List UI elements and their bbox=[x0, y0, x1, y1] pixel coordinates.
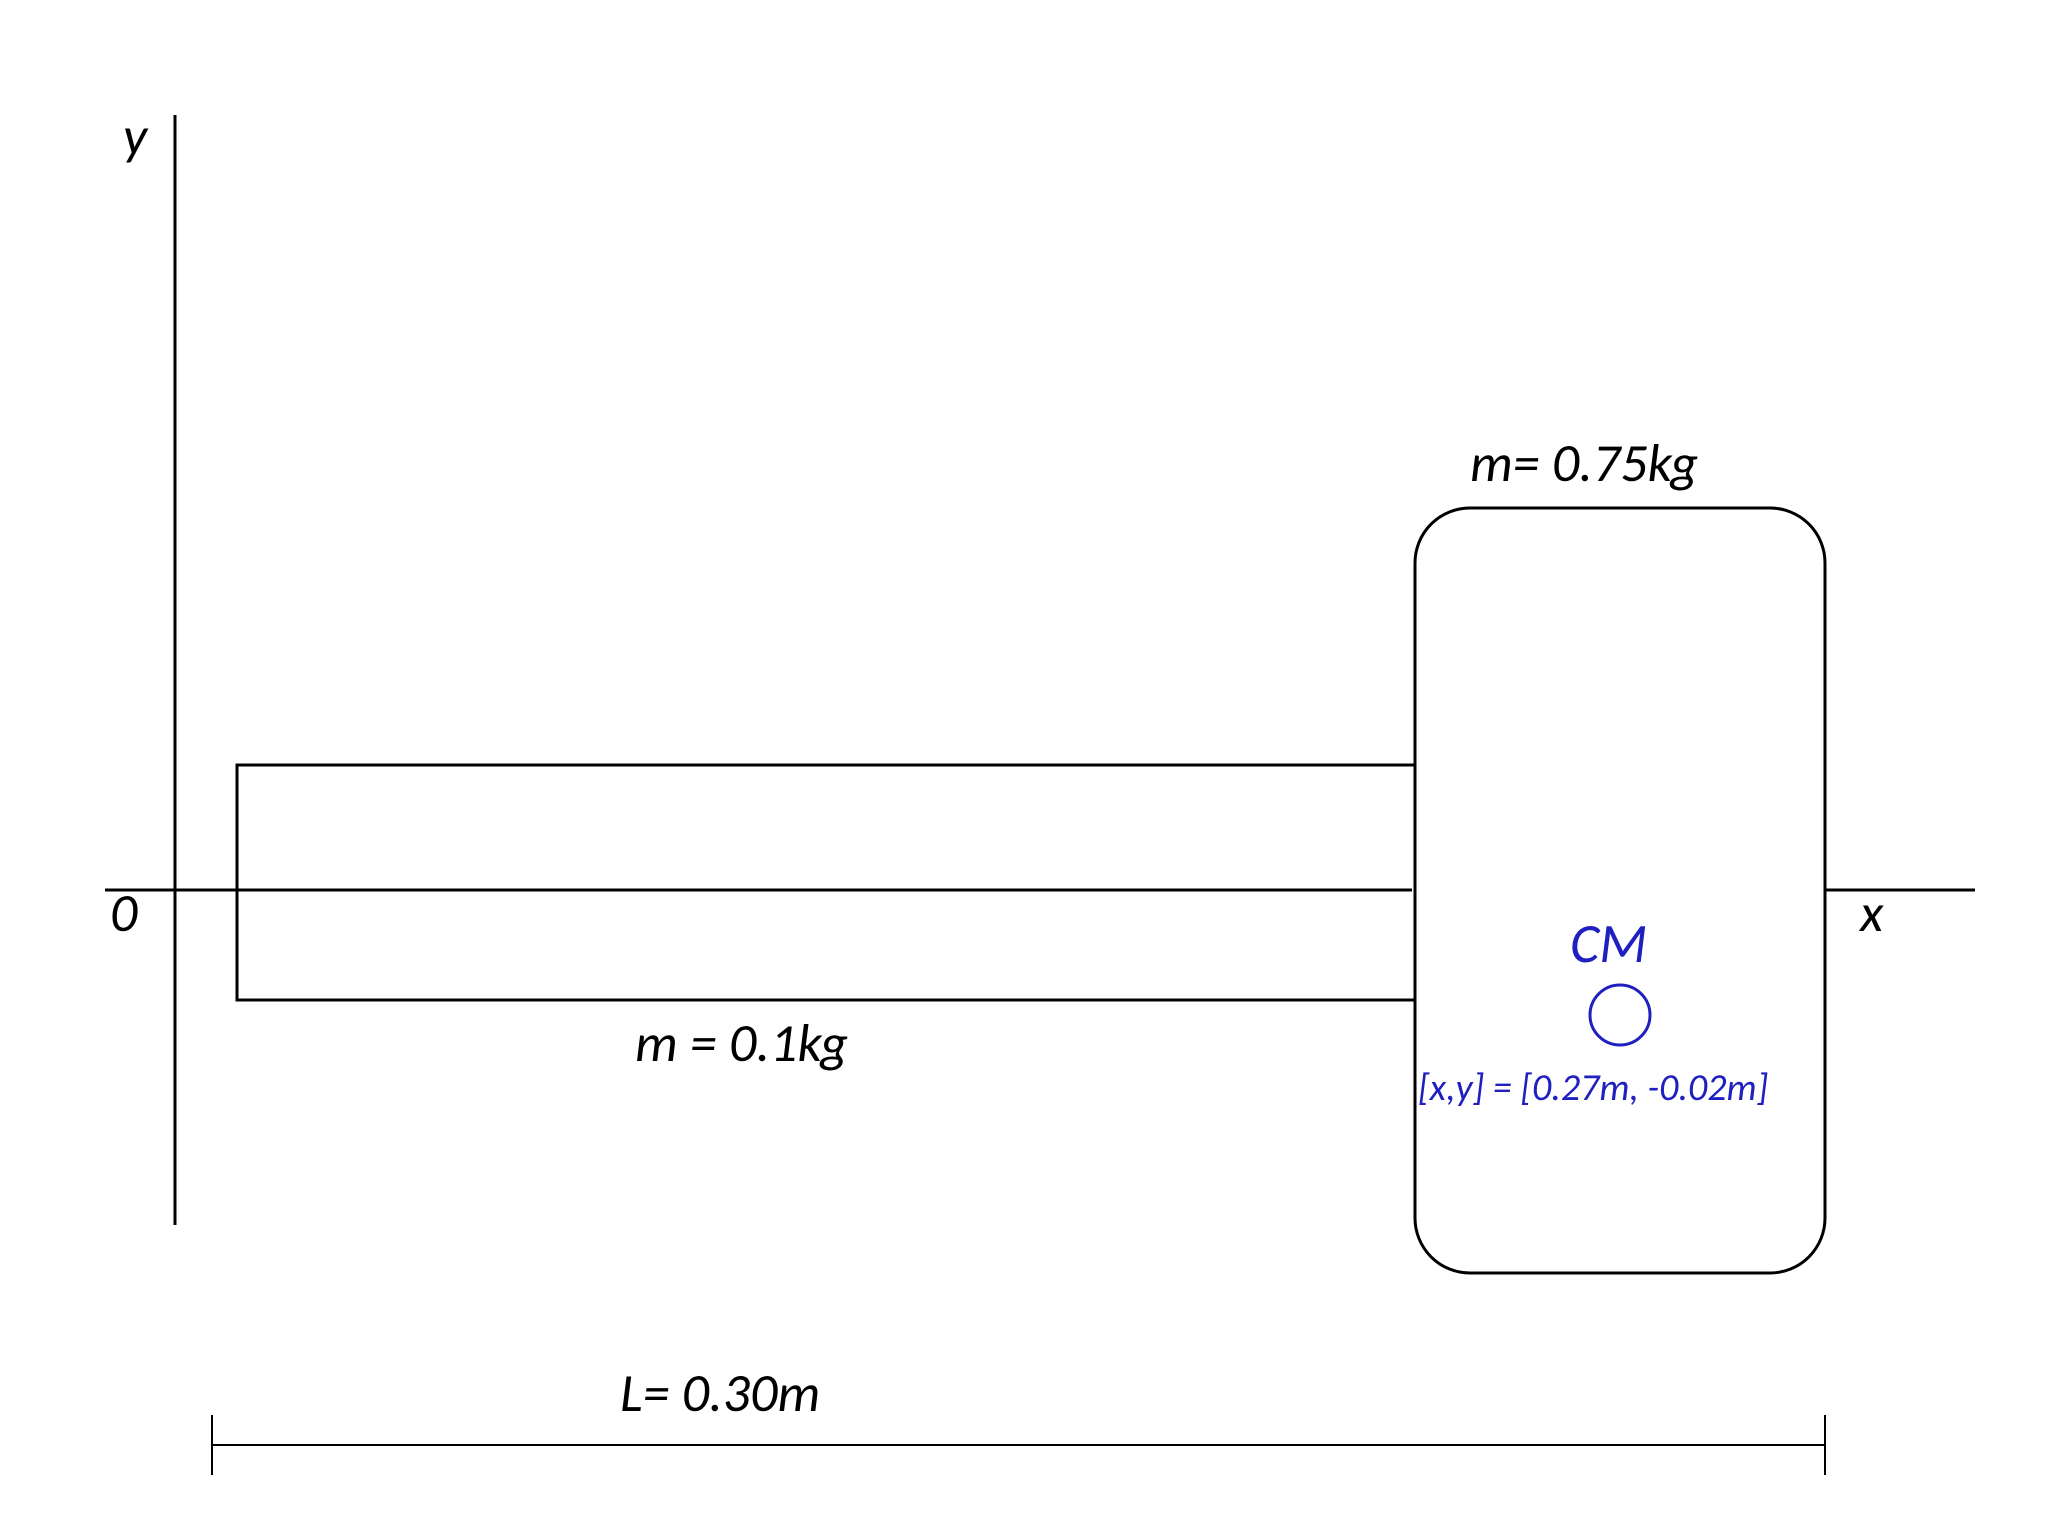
handle-mass-label: m = 0.1kg bbox=[635, 1010, 848, 1076]
dimension-label: L= 0.30m bbox=[620, 1360, 820, 1426]
origin-label: 0 bbox=[110, 880, 137, 946]
handle-shape bbox=[237, 765, 1415, 1000]
head-mass-label: m= 0.75kg bbox=[1470, 430, 1698, 496]
y-axis-label: y bbox=[123, 103, 147, 169]
cm-coords-label: [x,y] = [0.27m, -0.02m] bbox=[1418, 1065, 1768, 1111]
x-axis-label: x bbox=[1860, 880, 1883, 946]
physics-diagram bbox=[0, 0, 2046, 1525]
cm-label: CM bbox=[1570, 910, 1647, 978]
head-shape bbox=[1415, 508, 1825, 1273]
